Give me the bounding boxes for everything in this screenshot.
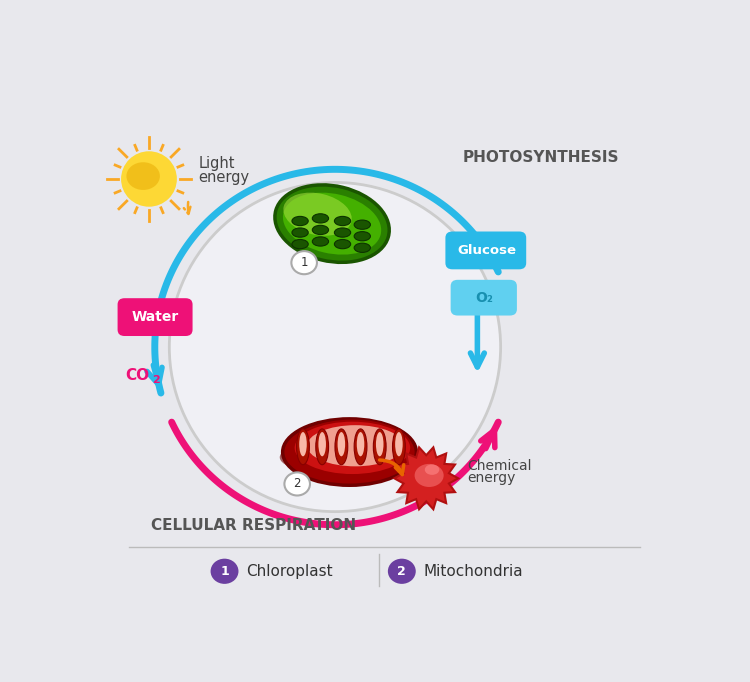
Text: O₂: O₂ [475,291,493,305]
Text: 2: 2 [152,375,160,385]
Ellipse shape [293,421,411,475]
Ellipse shape [376,432,383,456]
Ellipse shape [354,220,370,229]
Text: energy: energy [467,471,516,486]
Ellipse shape [299,432,307,456]
Ellipse shape [354,429,367,464]
Ellipse shape [292,216,308,226]
Ellipse shape [334,239,351,249]
Ellipse shape [121,151,177,207]
Circle shape [388,559,416,584]
Ellipse shape [280,439,413,475]
FancyBboxPatch shape [446,231,526,269]
Text: Chloroplast: Chloroplast [246,564,333,579]
Ellipse shape [283,419,416,486]
Text: 1: 1 [220,565,229,578]
Ellipse shape [357,432,364,456]
Ellipse shape [415,464,444,487]
Ellipse shape [374,429,386,464]
Ellipse shape [275,185,389,263]
Text: PHOTOSYNTHESIS: PHOTOSYNTHESIS [463,151,620,166]
Ellipse shape [335,429,348,464]
Circle shape [284,473,310,496]
Ellipse shape [292,228,308,237]
Text: CO: CO [125,368,149,383]
FancyBboxPatch shape [118,298,193,336]
Ellipse shape [282,192,382,256]
Text: 2: 2 [293,477,301,490]
Ellipse shape [312,225,328,235]
Ellipse shape [354,243,370,252]
Text: Glucose: Glucose [458,244,516,257]
Ellipse shape [284,192,352,236]
Ellipse shape [354,232,370,241]
Ellipse shape [296,429,310,464]
Text: Chemical: Chemical [467,459,532,473]
Text: Water: Water [132,310,179,324]
Text: Light: Light [198,155,235,170]
Ellipse shape [338,432,345,456]
Ellipse shape [319,432,326,456]
Text: CELLULAR RESPIRATION: CELLULAR RESPIRATION [151,518,356,533]
Ellipse shape [334,216,351,226]
Ellipse shape [292,239,308,249]
Ellipse shape [308,425,404,466]
Text: 1: 1 [301,256,308,269]
Ellipse shape [170,183,501,512]
Circle shape [291,251,317,274]
Ellipse shape [312,213,328,223]
Text: Mitochondria: Mitochondria [423,564,523,579]
Ellipse shape [334,228,351,237]
Text: energy: energy [198,170,250,185]
Polygon shape [394,447,458,509]
Ellipse shape [395,432,403,456]
Ellipse shape [392,429,405,464]
Ellipse shape [424,464,439,475]
Text: 2: 2 [398,565,406,578]
Circle shape [211,559,238,584]
Ellipse shape [127,162,160,190]
Ellipse shape [316,429,328,464]
FancyBboxPatch shape [451,280,517,316]
Ellipse shape [312,237,328,246]
